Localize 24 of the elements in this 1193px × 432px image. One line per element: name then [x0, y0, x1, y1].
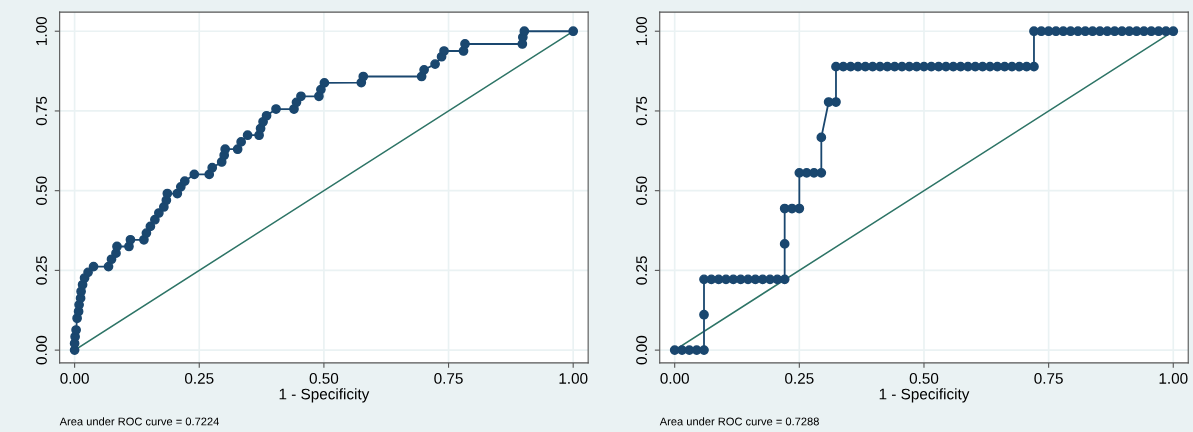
- x-axis-title: 1 - Specificity: [279, 388, 370, 403]
- y-tick-label: 0.00: [36, 335, 47, 365]
- x-tick-label: 0.25: [785, 373, 814, 384]
- y-tick-label: 0.50: [36, 176, 47, 205]
- y-tick-label: 1.00: [636, 16, 647, 45]
- x-tick-label: 0.75: [434, 373, 463, 384]
- x-tick-label: 0.00: [60, 373, 89, 384]
- x-tick-label: 0.50: [309, 373, 339, 384]
- y-tick-label: 0.50: [636, 176, 647, 205]
- x-tick-label: 0.00: [660, 373, 689, 384]
- x-tick-label: 0.75: [1034, 373, 1063, 384]
- text: Area under ROC curve = 0.7288: [659, 417, 819, 426]
- x-tick-label: 0.50: [909, 373, 939, 384]
- x-axis-title: 1 - Specificity: [879, 388, 970, 403]
- x-tick-label: 0.25: [184, 373, 214, 384]
- y-tick-label: 0.25: [636, 256, 647, 285]
- x-tick-label: 1.00: [1159, 373, 1188, 384]
- y-tick-label: 0.75: [36, 96, 47, 126]
- x-tick-label: 1.00: [559, 373, 588, 384]
- y-tick-label: 0.00: [636, 335, 647, 365]
- y-tick-label: 0.25: [36, 256, 47, 285]
- y-tick-label: 1.00: [36, 16, 47, 45]
- text: Area under ROC curve = 0.7224: [59, 417, 219, 426]
- y-tick-label: 0.75: [636, 96, 647, 126]
